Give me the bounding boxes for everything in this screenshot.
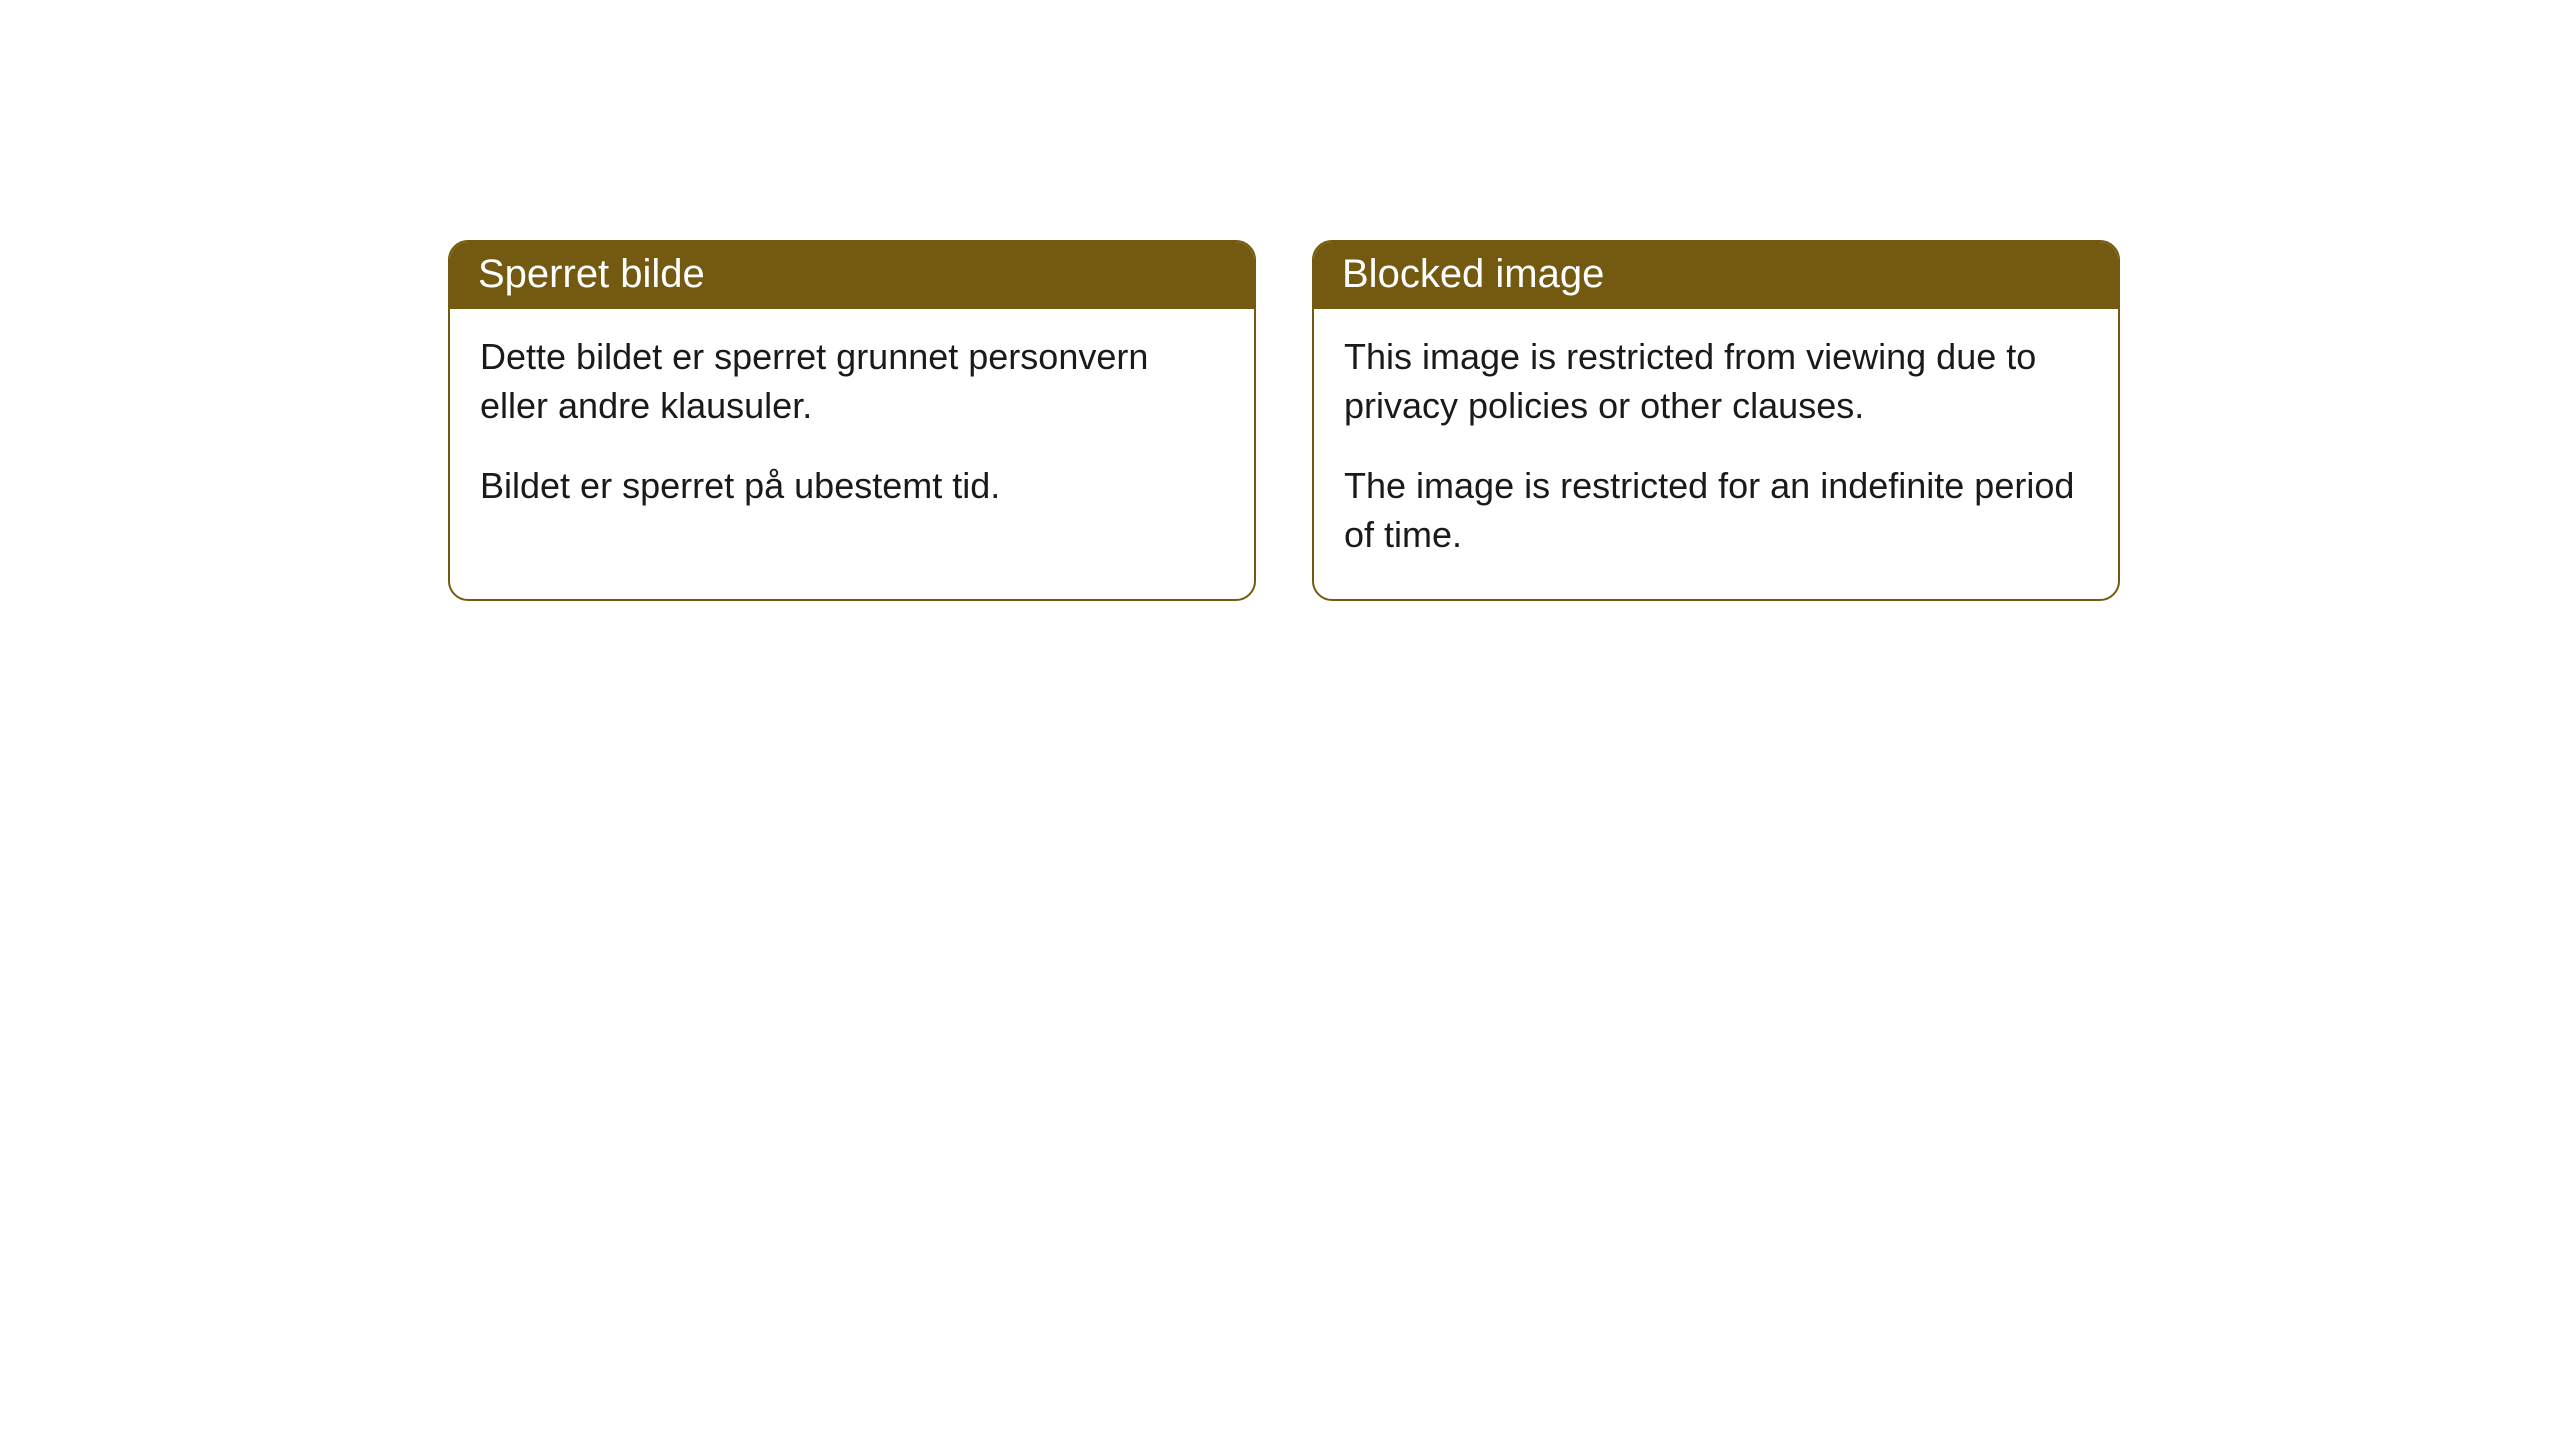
- card-paragraph: This image is restricted from viewing du…: [1344, 333, 2088, 430]
- card-title: Sperret bilde: [478, 252, 705, 296]
- card-header: Blocked image: [1314, 242, 2118, 309]
- blocked-image-card-no: Sperret bilde Dette bildet er sperret gr…: [448, 240, 1256, 601]
- blocked-image-card-en: Blocked image This image is restricted f…: [1312, 240, 2120, 601]
- card-paragraph: The image is restricted for an indefinit…: [1344, 462, 2088, 559]
- card-paragraph: Bildet er sperret på ubestemt tid.: [480, 462, 1224, 511]
- card-body: This image is restricted from viewing du…: [1314, 309, 2118, 599]
- card-body: Dette bildet er sperret grunnet personve…: [450, 309, 1254, 551]
- notice-cards-container: Sperret bilde Dette bildet er sperret gr…: [448, 240, 2120, 601]
- card-paragraph: Dette bildet er sperret grunnet personve…: [480, 333, 1224, 430]
- card-title: Blocked image: [1342, 252, 1604, 296]
- card-header: Sperret bilde: [450, 242, 1254, 309]
